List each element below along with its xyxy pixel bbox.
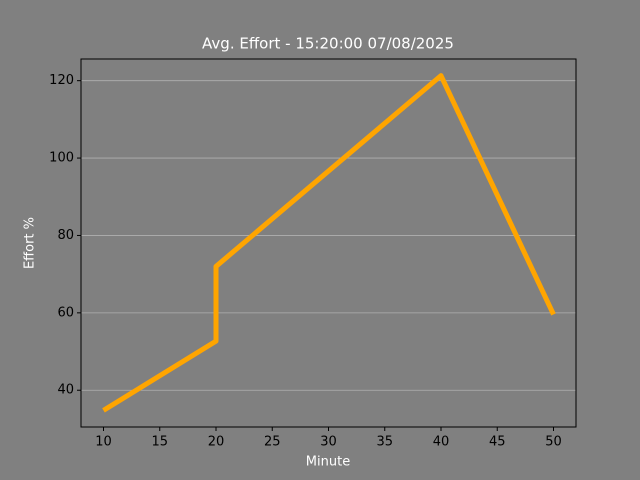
y-axis-label: Effort % (23, 217, 38, 269)
x-tick-label: 45 (489, 435, 506, 450)
x-tick-label: 10 (95, 435, 112, 450)
x-tick-label: 40 (433, 435, 450, 450)
y-tick-label: 60 (57, 305, 74, 320)
x-tick-label: 30 (320, 435, 337, 450)
y-tick-label: 100 (49, 151, 74, 166)
y-tick-label: 40 (57, 383, 74, 398)
x-tick-label: 50 (545, 435, 562, 450)
x-tick-label: 15 (151, 435, 168, 450)
data-line (102, 73, 556, 413)
y-tick-label: 80 (57, 228, 74, 243)
x-tick-label: 20 (208, 435, 225, 450)
chart-title: Avg. Effort - 15:20:00 07/08/2025 (202, 35, 454, 53)
plot-frame (80, 58, 577, 428)
x-tick-label: 35 (376, 435, 393, 450)
y-tick-label: 120 (49, 73, 74, 88)
x-tick-label: 25 (264, 435, 281, 450)
x-axis-label: Minute (306, 455, 350, 470)
